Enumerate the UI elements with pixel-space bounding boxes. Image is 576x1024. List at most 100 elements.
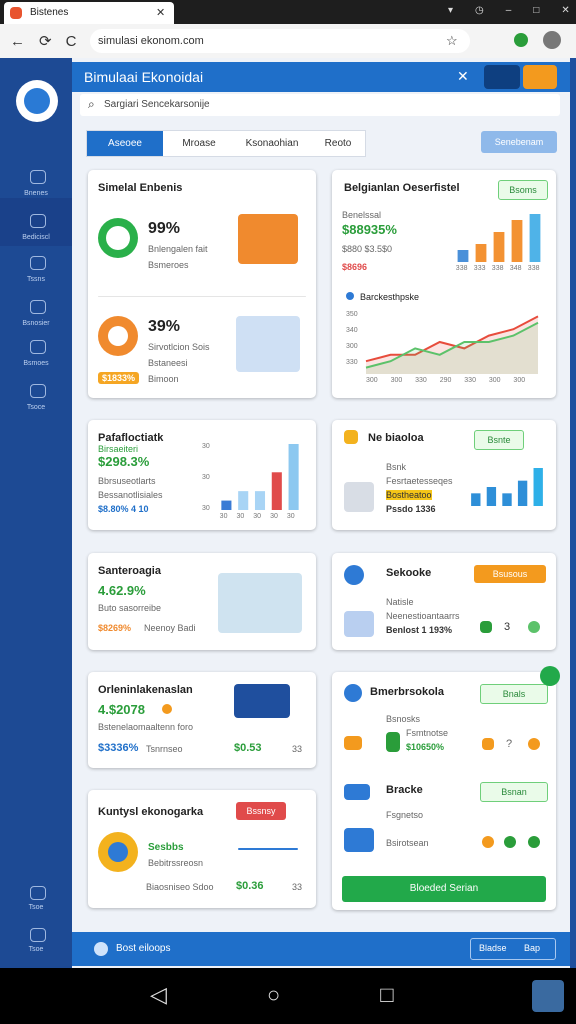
card: Bmerbrsokola Bnals Bsnosks Fsmtnotse $10650%… bbox=[332, 666, 560, 910]
search[interactable]: ⌕ Sargiari Sencekarsonije bbox=[80, 94, 560, 116]
card-text: Pssdo 1336 bbox=[386, 504, 436, 514]
tab[interactable]: Bistenes ✕ bbox=[4, 2, 174, 24]
bar bbox=[493, 232, 505, 262]
bar bbox=[475, 244, 487, 262]
sidebar-label: Tsoe bbox=[28, 904, 44, 911]
action-button[interactable]: Senebenam bbox=[481, 131, 557, 153]
card-button[interactable]: Bssnsy bbox=[236, 802, 286, 820]
url-field[interactable]: simulasi ekonom.com ☆ bbox=[90, 29, 470, 53]
card-text: Fesrtaetesseqes bbox=[386, 476, 453, 486]
icon bbox=[504, 836, 516, 848]
icon bbox=[344, 611, 374, 637]
y-tick-label: 330 bbox=[346, 359, 358, 366]
card-text: Bnlengalen fait bbox=[148, 244, 208, 254]
tab-button[interactable]: Aseoee bbox=[87, 131, 163, 156]
sidebar-icon bbox=[30, 170, 46, 184]
card: Simelal Enbenis 99% Bnlengalen fait Bsmeroe… bbox=[88, 170, 316, 398]
footer-button[interactable]: Bap bbox=[524, 943, 541, 953]
card-text: $88935% bbox=[342, 222, 397, 237]
card-text: $0.36 bbox=[236, 880, 264, 892]
card-text: Birsaeiteri bbox=[98, 444, 139, 454]
icon bbox=[344, 736, 362, 750]
sidebar-label: Bediciscl bbox=[22, 234, 50, 241]
tab-button[interactable]: Ksonaohian bbox=[245, 138, 299, 149]
x-tick-label: 30 bbox=[220, 513, 228, 520]
card-text: 39% bbox=[148, 318, 181, 335]
card-text: Benelssal bbox=[342, 210, 382, 220]
card-text: $298.3% bbox=[98, 454, 150, 469]
card-text: $1833% bbox=[98, 372, 140, 384]
card-button[interactable]: Bnals bbox=[480, 684, 548, 704]
card-button[interactable]: Bloeded Serian bbox=[342, 876, 546, 902]
x-tick-label: 333 bbox=[474, 265, 486, 272]
tabs: Aseoee Mroase Ksonaohian Reoto bbox=[86, 130, 366, 157]
x-tick-label: 30 bbox=[236, 513, 244, 520]
card-text: $0.53 bbox=[234, 742, 262, 754]
sidebar-label: Tsoce bbox=[26, 404, 46, 411]
bar bbox=[238, 491, 249, 510]
bar bbox=[529, 214, 541, 262]
card-text: Bebitrssreosn bbox=[148, 858, 204, 868]
card-text: Bsmeroes bbox=[148, 260, 189, 270]
bar bbox=[502, 493, 512, 506]
card-text: Sirvotlcion Sois bbox=[148, 342, 210, 352]
card-text: 4.$2078 bbox=[98, 702, 145, 717]
area bbox=[366, 322, 538, 374]
tab-button[interactable]: Mroase bbox=[182, 138, 216, 149]
card-text: Santeroagia bbox=[98, 565, 161, 577]
sidebar-label: Bsmoes bbox=[23, 360, 49, 367]
card-text: Fsgnetso bbox=[386, 810, 424, 820]
card-text: ? bbox=[506, 738, 513, 750]
header: Bimulaai Ekonoidai ✕ bbox=[72, 62, 570, 92]
icon bbox=[482, 836, 494, 848]
card-text: Kuntysl ekonogarka bbox=[98, 806, 204, 818]
bar bbox=[511, 220, 523, 262]
card-text: $8269% bbox=[98, 623, 132, 633]
address-bar: ←⟳C simulasi ekonom.com ☆ bbox=[0, 24, 576, 58]
icon bbox=[108, 326, 128, 346]
bar bbox=[221, 500, 232, 510]
icon bbox=[234, 684, 290, 718]
icon bbox=[218, 573, 302, 633]
card-text: Bimoon bbox=[148, 374, 179, 384]
y-tick-label: 30 bbox=[202, 474, 210, 481]
footer: Bost eiloops Bladse Bap bbox=[72, 932, 570, 966]
sidebar-icon bbox=[30, 384, 46, 398]
card: Orleninlakenaslan 4.$2078 Bstenelaomaalten… bbox=[88, 672, 316, 768]
search-text: Sargiari Sencekarsonije bbox=[104, 99, 210, 110]
footer-text: Bost eiloops bbox=[116, 943, 171, 954]
icon bbox=[386, 732, 400, 752]
card-text: Belgianlan Oeserfistel bbox=[344, 182, 460, 194]
sidebar-icon bbox=[30, 886, 46, 900]
sidebar-label: Tssns bbox=[27, 276, 45, 283]
card-text: Bracke bbox=[386, 784, 423, 796]
icon bbox=[344, 784, 370, 800]
y-tick-label: 30 bbox=[202, 443, 210, 450]
x-tick-label: 338 bbox=[456, 265, 468, 272]
icon bbox=[346, 292, 354, 300]
card-text: $8.80% 4 10 bbox=[98, 504, 149, 514]
close[interactable]: ✕ bbox=[457, 68, 469, 84]
tab-button[interactable]: Reoto bbox=[324, 138, 352, 149]
card-text: Neenoy Badi bbox=[144, 623, 196, 633]
y-tick-label: 30 bbox=[202, 505, 210, 512]
sidebar-label: Bnenes bbox=[24, 190, 48, 197]
card-button[interactable]: Bsnan bbox=[480, 782, 548, 802]
icon bbox=[344, 684, 362, 702]
line-chart: 350 340 300 330 300 300 330 290 330 300 300 bbox=[346, 311, 539, 384]
card-button[interactable]: Bsoms bbox=[498, 180, 548, 200]
card-button[interactable]: Bsusous bbox=[474, 565, 546, 583]
x-tick-label: 30 bbox=[270, 513, 278, 520]
card-text: Bsnosks bbox=[386, 714, 421, 724]
bar bbox=[457, 250, 469, 262]
card-button[interactable]: Bsnte bbox=[474, 430, 524, 450]
sidebar bbox=[0, 58, 72, 968]
sidebar-icon bbox=[30, 300, 46, 314]
footer-button[interactable]: Bladse bbox=[479, 943, 507, 953]
line bbox=[365, 315, 539, 363]
x-tick-label: 300 bbox=[513, 377, 525, 384]
icon bbox=[344, 430, 358, 444]
card-text: Bsirotsean bbox=[386, 838, 429, 848]
bar bbox=[471, 493, 481, 506]
card-text: Sesbbs bbox=[148, 842, 184, 853]
